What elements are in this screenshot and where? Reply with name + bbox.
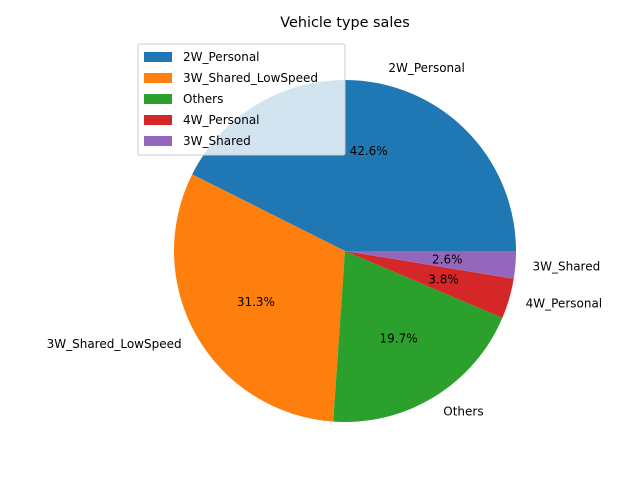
category-label-3w-shared: 3W_Shared bbox=[532, 259, 600, 273]
pie-slice-4w-personal bbox=[345, 251, 514, 318]
legend-label-4w-personal: 4W_Personal bbox=[183, 113, 260, 127]
pie-slice-3w-shared-lowspeed bbox=[174, 174, 345, 422]
legend-label-2w-personal: 2W_Personal bbox=[183, 50, 260, 64]
percent-labels: 42.6% 31.3% 19.7% 3.8% 2.6% bbox=[237, 144, 463, 345]
legend-label-others: Others bbox=[183, 92, 223, 106]
legend-swatch-2w-personal bbox=[144, 52, 172, 62]
category-label-2w-personal: 2W_Personal bbox=[388, 61, 465, 75]
legend: 2W_Personal 3W_Shared_LowSpeed Others 4W_Pe… bbox=[137, 43, 346, 156]
legend-swatch-3w-shared-lowspeed bbox=[144, 73, 172, 83]
percent-label-4w-personal: 3.8% bbox=[428, 273, 459, 287]
percent-label-3w-shared: 2.6% bbox=[432, 252, 463, 266]
pie-slice-others bbox=[333, 251, 503, 422]
legend-swatch-4w-personal bbox=[144, 115, 172, 125]
chart-title: Vehicle type sales bbox=[280, 15, 409, 31]
category-label-others: Others bbox=[443, 404, 483, 418]
percent-label-2w-personal: 42.6% bbox=[350, 144, 388, 158]
legend-items: 2W_Personal 3W_Shared_LowSpeed Others 4W_Pe… bbox=[144, 50, 318, 148]
category-labels: 2W_Personal 3W_Shared_LowSpeed Others 4W_Pe… bbox=[47, 61, 603, 418]
legend-label-3w-shared-lowspeed: 3W_Shared_LowSpeed bbox=[183, 71, 318, 85]
category-label-4w-personal: 4W_Personal bbox=[526, 296, 603, 310]
percent-label-others: 19.7% bbox=[380, 331, 418, 345]
legend-label-3w-shared: 3W_Shared bbox=[183, 134, 251, 148]
legend-frame bbox=[137, 43, 346, 156]
legend-swatch-others bbox=[144, 94, 172, 104]
pie-slice-3w-shared bbox=[345, 251, 516, 279]
legend-swatch-3w-shared bbox=[144, 136, 172, 146]
category-label-3w-shared-lowspeed: 3W_Shared_LowSpeed bbox=[47, 337, 182, 351]
percent-label-3w-shared-lowspeed: 31.3% bbox=[237, 295, 275, 309]
